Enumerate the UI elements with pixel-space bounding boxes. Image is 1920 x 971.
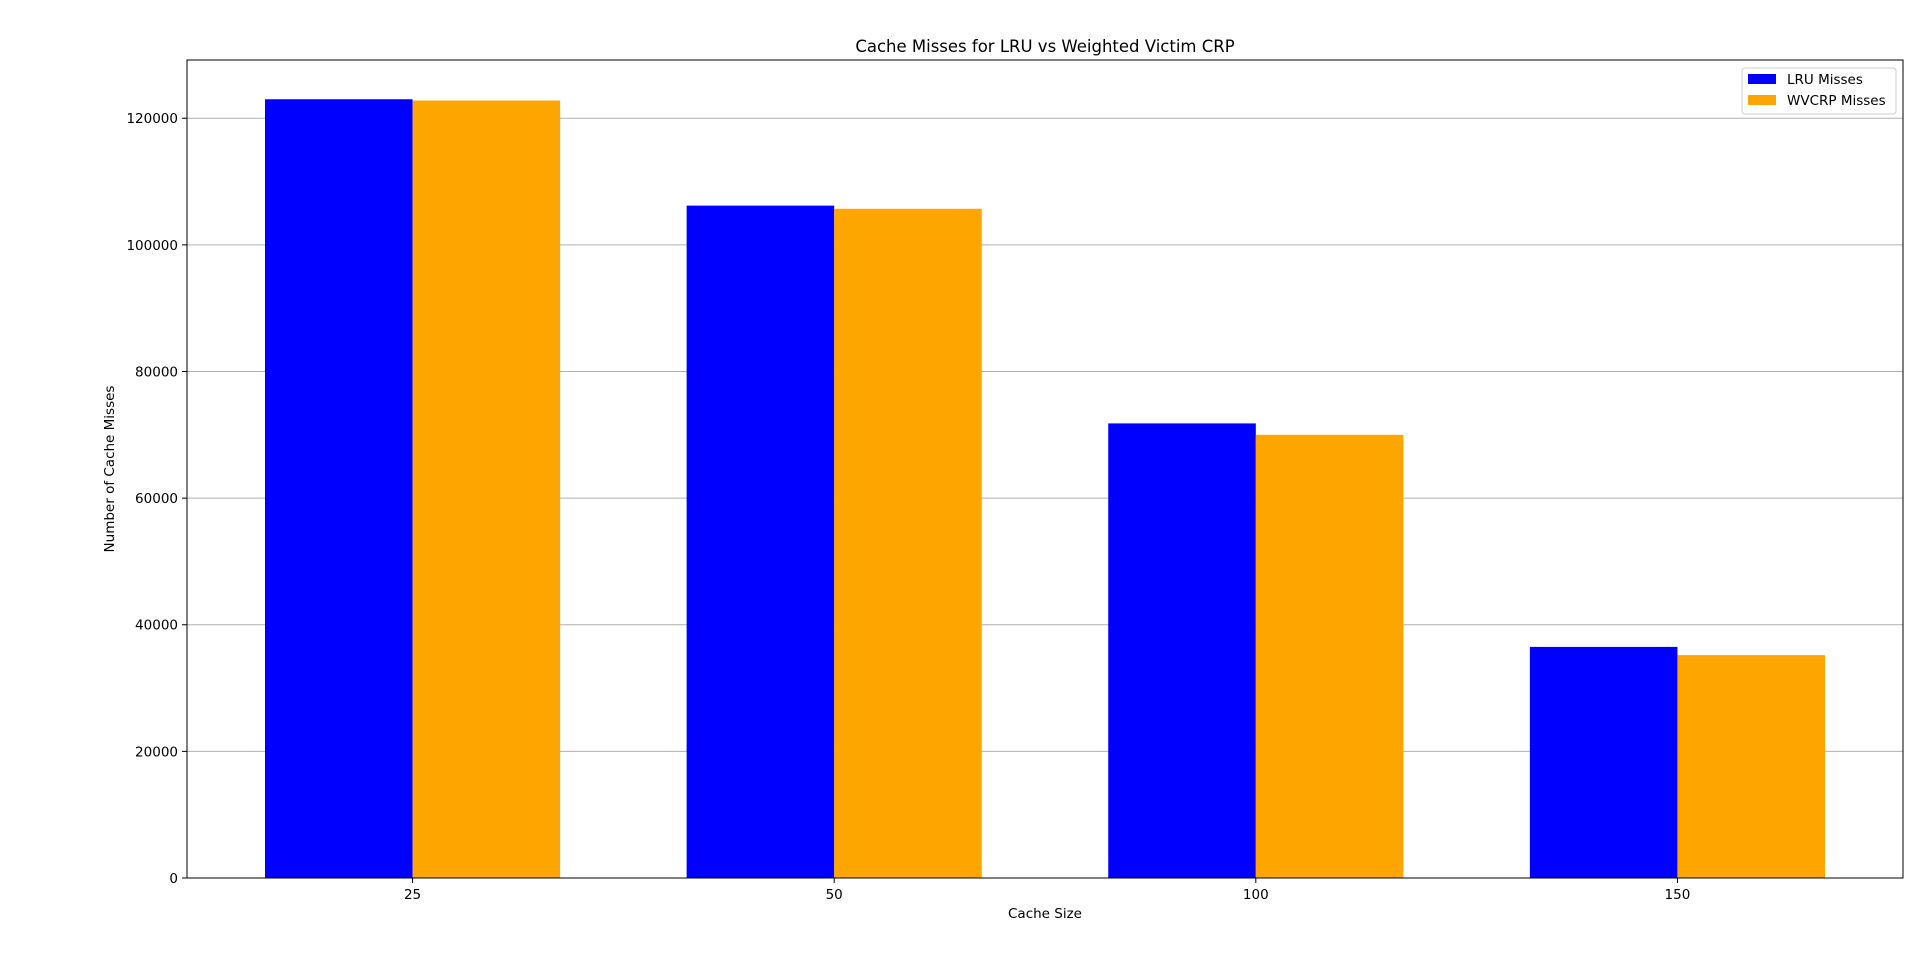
bars (265, 99, 1825, 879)
x-axis-label: Cache Size (1008, 906, 1082, 922)
x-tick-label: 150 (1665, 887, 1691, 903)
legend: LRU Misses WVCRP Misses (1741, 67, 1897, 115)
bar-lru-100 (1108, 423, 1256, 878)
axis-ticks: 0 20000 40000 60000 80000 100000 120000 25 50 100… (126, 111, 1690, 903)
bar-lru-150 (1529, 646, 1678, 878)
bar-wvcrp-50 (834, 208, 982, 878)
x-tick-label: 100 (1243, 887, 1269, 903)
legend-swatch-lru (1748, 74, 1776, 84)
bar-wvcrp-100 (1255, 434, 1404, 878)
y-axis-label: Number of Cache Misses (102, 386, 118, 553)
legend-swatch-wvcrp (1748, 95, 1776, 105)
bar-lru-25 (265, 99, 413, 879)
plot-frame (186, 59, 1904, 879)
legend-label-lru: LRU Misses (1787, 72, 1863, 88)
x-tick-label: 25 (404, 887, 421, 903)
y-tick-label: 80000 (135, 364, 178, 380)
y-tick-label: 0 (169, 871, 178, 887)
bar-wvcrp-150 (1677, 655, 1825, 878)
y-tick-label: 60000 (135, 491, 178, 507)
legend-box (1741, 67, 1897, 115)
x-tick-label: 50 (826, 887, 843, 903)
y-tick-label: 120000 (126, 111, 178, 127)
y-tick-label: 20000 (135, 744, 178, 760)
y-tick-label: 100000 (126, 238, 178, 254)
legend-label-wvcrp: WVCRP Misses (1787, 93, 1886, 109)
y-tick-label: 40000 (135, 618, 178, 634)
bar-wvcrp-25 (412, 100, 561, 878)
chart-title: Cache Misses for LRU vs Weighted Victim … (855, 37, 1234, 56)
bar-lru-50 (686, 205, 835, 878)
